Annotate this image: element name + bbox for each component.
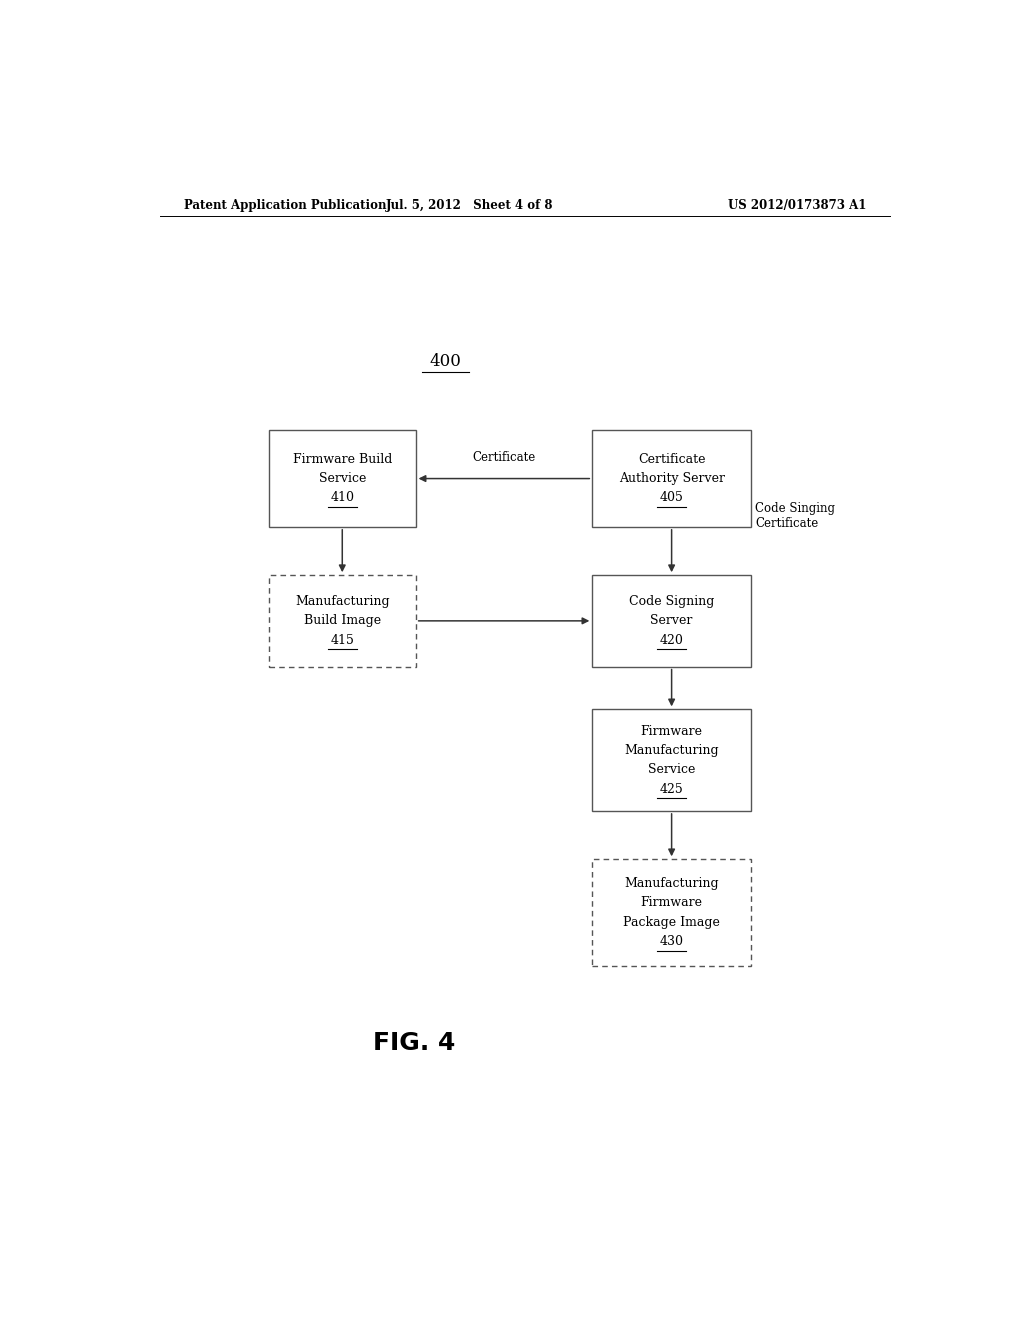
Text: Certificate: Certificate xyxy=(472,451,536,465)
Text: 405: 405 xyxy=(659,491,684,504)
Text: Build Image: Build Image xyxy=(304,614,381,627)
Text: Manufacturing: Manufacturing xyxy=(625,744,719,756)
Text: Firmware: Firmware xyxy=(641,725,702,738)
Text: Authority Server: Authority Server xyxy=(618,473,725,484)
Text: Service: Service xyxy=(648,763,695,776)
Text: Manufacturing: Manufacturing xyxy=(295,595,389,609)
Text: Firmware Build: Firmware Build xyxy=(293,453,392,466)
Text: 400: 400 xyxy=(429,354,462,370)
Text: Server: Server xyxy=(650,614,693,627)
Bar xyxy=(592,859,751,966)
Bar xyxy=(592,709,751,810)
Bar xyxy=(592,576,751,667)
Text: 410: 410 xyxy=(331,491,354,504)
Text: FIG. 4: FIG. 4 xyxy=(373,1031,455,1055)
Text: 420: 420 xyxy=(659,634,684,647)
Text: US 2012/0173873 A1: US 2012/0173873 A1 xyxy=(728,198,866,211)
Bar xyxy=(269,430,416,527)
Text: Jul. 5, 2012   Sheet 4 of 8: Jul. 5, 2012 Sheet 4 of 8 xyxy=(385,198,553,211)
Text: Code Signing: Code Signing xyxy=(629,595,715,609)
Text: Firmware: Firmware xyxy=(641,896,702,909)
Text: 425: 425 xyxy=(659,783,683,796)
Text: 430: 430 xyxy=(659,935,684,948)
Bar xyxy=(592,430,751,527)
Text: Manufacturing: Manufacturing xyxy=(625,876,719,890)
Text: Patent Application Publication: Patent Application Publication xyxy=(183,198,386,211)
Text: Service: Service xyxy=(318,473,366,484)
Text: Code Singing
Certificate: Code Singing Certificate xyxy=(755,502,835,531)
Text: Certificate: Certificate xyxy=(638,453,706,466)
Text: 415: 415 xyxy=(331,634,354,647)
Bar xyxy=(269,576,416,667)
Text: Package Image: Package Image xyxy=(624,916,720,929)
